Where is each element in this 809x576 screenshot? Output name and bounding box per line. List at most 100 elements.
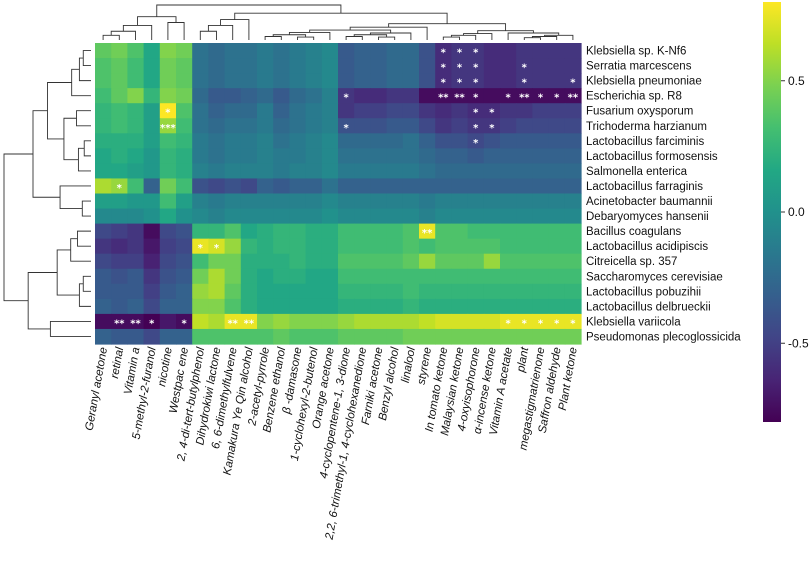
- heatmap-cell: [419, 88, 436, 104]
- heatmap-cell: [111, 313, 128, 330]
- heatmap-cell: [208, 238, 226, 255]
- heatmap-cell: [564, 88, 582, 104]
- heatmap-cell: [467, 58, 485, 74]
- heatmap-cell: [419, 238, 436, 255]
- heatmap-cell: [257, 328, 274, 345]
- heatmap-cell: [224, 313, 242, 330]
- heatmap-cell: [111, 148, 128, 164]
- heatmap-cell: [176, 148, 193, 164]
- row-label: Fusarium oxysporum: [586, 106, 693, 118]
- heatmap-cell: [402, 328, 420, 345]
- row-label: Lactobacillus acidipiscis: [586, 241, 708, 253]
- heatmap-cell: [564, 178, 582, 195]
- heatmap-cell: [419, 268, 436, 285]
- heatmap-cell: [451, 313, 469, 330]
- heatmap-cell: [143, 148, 161, 164]
- heatmap-cell: [451, 298, 469, 315]
- heatmap-cell: [548, 193, 566, 210]
- heatmap-cell: [192, 283, 209, 300]
- heatmap-cell: [402, 193, 420, 210]
- heatmap-cell: [143, 163, 161, 180]
- heatmap-cell: [305, 43, 323, 59]
- heatmap-cell: [127, 73, 145, 89]
- heatmap-cell: [500, 253, 517, 270]
- heatmap-cell: [289, 298, 307, 315]
- heatmap-cell: [95, 118, 112, 134]
- column-dendrogram-branch: [349, 26, 428, 40]
- heatmap-cell: [257, 238, 274, 255]
- heatmap-cell: [224, 148, 242, 164]
- significance-star: *: [505, 93, 511, 104]
- heatmap-cell: [435, 193, 452, 210]
- heatmap-cell: [192, 163, 209, 180]
- heatmap-cell: [240, 283, 258, 300]
- heatmap-cell: [467, 253, 485, 270]
- heatmap-cell: [338, 88, 355, 104]
- heatmap-cell: [483, 223, 501, 240]
- heatmap-cell: [548, 328, 566, 345]
- significance-star: *: [165, 108, 171, 119]
- heatmap-cell: [273, 238, 290, 255]
- heatmap-cell: [305, 223, 323, 240]
- heatmap-cell: [354, 73, 371, 89]
- heatmap-cell: [402, 268, 420, 285]
- heatmap-cell: [516, 163, 533, 180]
- heatmap-cell: [257, 148, 274, 164]
- heatmap-cell: [111, 43, 128, 59]
- heatmap-cell: [143, 238, 161, 255]
- heatmap-cell: [370, 88, 388, 104]
- heatmap-cell: [176, 133, 193, 149]
- heatmap-cell: [451, 133, 469, 149]
- heatmap-cell: [386, 253, 404, 270]
- heatmap-cell: [370, 238, 388, 255]
- column-dendrogram-branch: [345, 36, 363, 40]
- heatmap-cell: [354, 208, 371, 225]
- heatmap-cell: [338, 103, 355, 119]
- row-label: Klebsiella variicola: [586, 316, 681, 328]
- significance-star: *: [489, 108, 495, 119]
- significance-star: *: [570, 78, 576, 89]
- heatmap-cell: [127, 103, 145, 119]
- heatmap-cell: [483, 88, 501, 104]
- heatmap-cell: [548, 268, 566, 285]
- significance-star: **: [227, 318, 238, 329]
- heatmap-cell: [564, 118, 582, 134]
- heatmap-cell: [273, 118, 290, 134]
- significance-star: *: [441, 48, 447, 59]
- row-dendrogram-branch: [56, 249, 80, 296]
- significance-star: *: [441, 63, 447, 74]
- heatmap-cells: [95, 43, 582, 345]
- heatmap-cell: [111, 73, 128, 89]
- heatmap-cell: [240, 298, 258, 315]
- heatmap-cell: [192, 268, 209, 285]
- heatmap-cell: [289, 328, 307, 345]
- heatmap-cell: [483, 133, 501, 149]
- column-dendrogram-branch: [122, 24, 153, 40]
- heatmap-cell: [483, 193, 501, 210]
- heatmap-cell: [176, 253, 193, 270]
- colorbar: 0.5 0.0 -0.5: [763, 2, 809, 422]
- row-dendrogram-branch: [82, 275, 91, 292]
- heatmap-cell: [370, 328, 388, 345]
- heatmap-cell: [111, 133, 128, 149]
- heatmap-cell: [451, 163, 469, 180]
- heatmap-cell: [516, 58, 533, 74]
- heatmap-cell: [305, 178, 323, 195]
- heatmap-cell: [500, 328, 517, 345]
- row-dendrogram-branch: [49, 320, 91, 337]
- heatmap-cell: [176, 223, 193, 240]
- heatmap-cell: [273, 298, 290, 315]
- heatmap-cell: [435, 58, 452, 74]
- heatmap-cell: [224, 238, 242, 255]
- row-dendrogram-branch: [77, 147, 91, 172]
- heatmap-cell: [273, 163, 290, 180]
- heatmap-cell: [159, 298, 177, 315]
- heatmap-cell: [435, 223, 452, 240]
- heatmap-cell: [532, 178, 550, 195]
- heatmap-cell: [516, 223, 533, 240]
- heatmap-cell: [321, 73, 339, 89]
- heatmap-cell: [95, 193, 112, 210]
- heatmap-cell: [451, 58, 469, 74]
- significance-star: **: [454, 93, 465, 104]
- heatmap-cell: [257, 103, 274, 119]
